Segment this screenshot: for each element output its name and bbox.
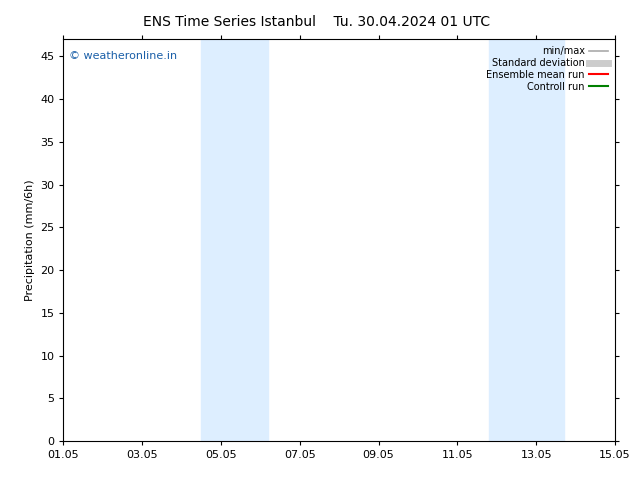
Bar bbox=[489, 39, 564, 441]
Y-axis label: Precipitation (mm/6h): Precipitation (mm/6h) bbox=[25, 179, 35, 301]
Text: ENS Time Series Istanbul    Tu. 30.04.2024 01 UTC: ENS Time Series Istanbul Tu. 30.04.2024 … bbox=[143, 15, 491, 29]
Bar bbox=[202, 39, 268, 441]
Text: © weatheronline.in: © weatheronline.in bbox=[69, 51, 177, 61]
Legend: min/max, Standard deviation, Ensemble mean run, Controll run: min/max, Standard deviation, Ensemble me… bbox=[484, 44, 610, 94]
